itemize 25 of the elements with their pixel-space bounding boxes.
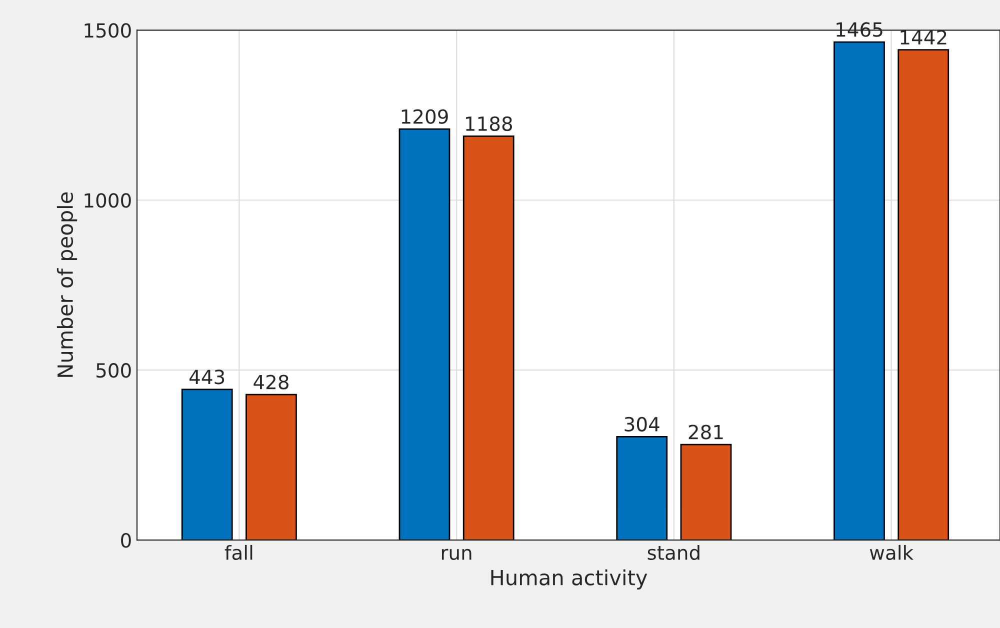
bar (680, 444, 732, 540)
bar (834, 41, 885, 540)
bar (898, 49, 950, 540)
bar (616, 436, 668, 540)
y-axis-title: Number of people (56, 192, 78, 377)
bar (398, 128, 450, 540)
data-label: 443 (190, 370, 224, 384)
data-label: 428 (254, 374, 288, 390)
bar (462, 136, 514, 540)
y-tick-label: 1000 (84, 193, 131, 208)
data-label: 1188 (466, 116, 512, 132)
data-label: 281 (688, 424, 723, 440)
x-tick-label: run (442, 548, 472, 560)
y-tick-label: 0 (121, 533, 131, 548)
x-tick-label: walk (870, 544, 914, 560)
data-label: 1442 (900, 30, 946, 44)
y-tick-label: 1500 (84, 23, 131, 38)
y-tick-label: 500 (96, 363, 131, 378)
bar (181, 388, 233, 540)
x-tick-label: fall (224, 544, 252, 560)
data-label: 1209 (402, 109, 448, 124)
bar (246, 394, 297, 540)
x-axis-title: Human activity (491, 569, 648, 590)
x-tick-label: stand (648, 544, 700, 560)
data-label: 304 (624, 416, 660, 432)
